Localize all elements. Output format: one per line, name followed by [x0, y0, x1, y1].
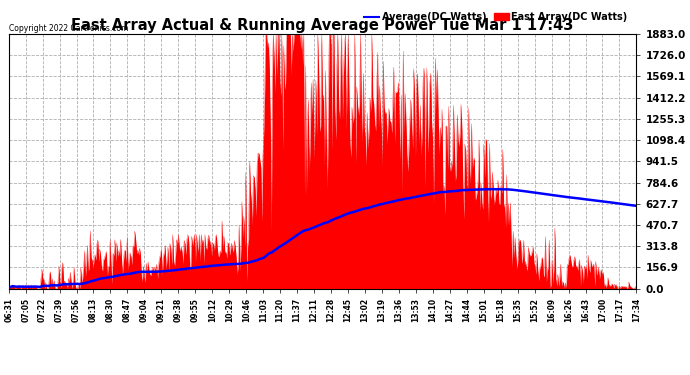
Text: Copyright 2022 Cartronics.com: Copyright 2022 Cartronics.com — [9, 24, 128, 33]
Legend: Average(DC Watts), East Array(DC Watts): Average(DC Watts), East Array(DC Watts) — [360, 8, 631, 26]
Title: East Array Actual & Running Average Power Tue Mar 1 17:43: East Array Actual & Running Average Powe… — [71, 18, 574, 33]
